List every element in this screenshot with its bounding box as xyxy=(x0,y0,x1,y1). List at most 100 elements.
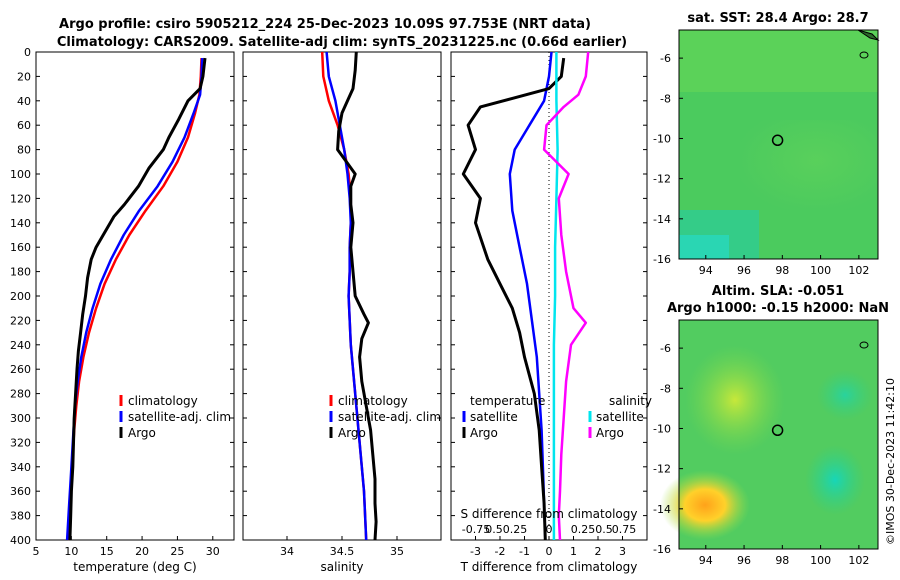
depth-tick-label: 380 xyxy=(10,510,31,523)
x-tick-label: 30 xyxy=(206,545,220,558)
sst-axes: 94 96 98 100 102 -6 -8 -10 -12 -14 -16 xyxy=(653,52,869,277)
argo-line xyxy=(68,57,207,541)
climatology-line xyxy=(320,51,368,541)
x-tick-label: 3 xyxy=(619,545,626,558)
argo-line xyxy=(336,51,378,541)
map-x-tick-label: 96 xyxy=(737,264,751,277)
x-tick-label: 2 xyxy=(595,545,602,558)
salinity-diff-tick-label: 0.25 xyxy=(571,523,596,536)
map-x-tick-label: 94 xyxy=(699,264,713,277)
x-tick-label: 1 xyxy=(570,545,577,558)
salinity-diff-tick-label: 0.5 xyxy=(485,523,503,536)
difference-top-ticks: -0.750.5 0.25 0 0.25 0.5 0.75 xyxy=(462,523,636,536)
salinity-argo-line xyxy=(542,51,590,541)
x-tick-label: 15 xyxy=(100,545,114,558)
x-tick-label: 34.5 xyxy=(330,545,355,558)
sst-map-title: sat. SST: 28.4 Argo: 28.7 xyxy=(687,11,868,26)
depth-tick-label: 240 xyxy=(10,339,31,352)
legend-salinity-title: salinity xyxy=(609,394,652,408)
x-tick-label: -2 xyxy=(495,545,506,558)
difference-top-label: S difference from climatology xyxy=(461,507,638,521)
map-x-tick-label: 94 xyxy=(699,554,713,567)
satellite-adj-clim-line xyxy=(325,51,368,541)
depth-tick-label: 260 xyxy=(10,363,31,376)
salinity-plot-frame xyxy=(242,51,442,541)
salinity-xlabel: salinity xyxy=(320,560,363,574)
sst-band-cool xyxy=(679,235,729,259)
x-tick-label: 35 xyxy=(390,545,404,558)
legend-argo-label: Argo xyxy=(128,426,156,440)
argo-position-marker xyxy=(771,134,784,147)
salinity-satellite-line xyxy=(552,52,559,540)
legend-temp-sat-label: satellite xyxy=(470,410,518,424)
salinity-diff-tick-label: 0 xyxy=(546,523,553,536)
legend-sat-label: satellite-adj. clim xyxy=(128,410,231,424)
x-tick-label: 0 xyxy=(546,545,553,558)
depth-tick-label: 200 xyxy=(10,290,31,303)
map-x-tick-label: 96 xyxy=(737,554,751,567)
imos-watermark: ©IMOS 30-Dec-2023 11:42:10 xyxy=(884,378,897,545)
legend-sal-argo-label: Argo xyxy=(596,426,624,440)
depth-tick-label: 180 xyxy=(10,266,31,279)
sst-patch xyxy=(740,120,878,210)
temperature-xlabel: temperature (deg C) xyxy=(73,560,196,574)
depth-tick-label: 320 xyxy=(10,436,31,449)
map-x-tick-label: 98 xyxy=(775,264,789,277)
depth-tick-label: 340 xyxy=(10,461,31,474)
depth-tick-label: 360 xyxy=(10,485,31,498)
salinity-diff-tick-label: 0.25 xyxy=(503,523,528,536)
temperature-plot-frame xyxy=(35,51,235,541)
map-x-tick-label: 102 xyxy=(848,264,869,277)
map-y-tick-label: -16 xyxy=(653,543,671,556)
temperature-argo-line xyxy=(461,57,566,541)
map-x-tick-label: 102 xyxy=(848,554,869,567)
temperature-chart: 5 10 15 20 25 30 xyxy=(33,57,220,558)
map-y-tick-label: -10 xyxy=(653,132,671,145)
salinity-diff-tick-label: -0.75 xyxy=(462,523,490,536)
legend-sal-sat-label: satellite xyxy=(596,410,644,424)
legend-argo-label: Argo xyxy=(338,426,366,440)
legend-clim-label: climatology xyxy=(338,394,408,408)
temperature-legend: climatology satellite-adj. clim Argo xyxy=(119,394,231,440)
island-outline xyxy=(859,341,869,349)
sla-cool-blob xyxy=(805,445,865,515)
salinity-legend: climatology satellite-adj. clim Argo xyxy=(329,394,441,440)
depth-tick-label: 0 xyxy=(24,46,31,59)
difference-chart: -3 -2 -1 0 1 2 3 xyxy=(461,51,626,558)
sla-map-title-2: Argo h1000: -0.15 h2000: NaN xyxy=(667,301,889,316)
x-tick-label: 10 xyxy=(64,545,78,558)
depth-tick-label: 80 xyxy=(17,144,31,157)
temperature-satellite-line xyxy=(508,51,553,541)
map-x-tick-label: 100 xyxy=(810,264,831,277)
depth-tick-label: 20 xyxy=(17,70,31,83)
sst-band-north xyxy=(679,30,878,92)
map-y-tick-label: -12 xyxy=(653,173,671,186)
sst-map: sat. SST: 28.4 Argo: 28.7 94 96 98 100 102 -6… xyxy=(653,11,880,277)
salinity-diff-tick-label: 0.75 xyxy=(612,523,637,536)
salinity-chart: 34 34.5 35 xyxy=(280,51,404,558)
salinity-diff-tick-label: 0.5 xyxy=(595,523,613,536)
sst-coastline xyxy=(857,29,880,41)
legend-clim-label: climatology xyxy=(128,394,198,408)
satellite-adj-clim-line xyxy=(65,58,204,541)
depth-tick-label: 60 xyxy=(17,119,31,132)
map-y-tick-label: -16 xyxy=(653,253,671,266)
map-y-tick-label: -8 xyxy=(660,92,671,105)
header-line2: Climatology: CARS2009. Satellite-adj cli… xyxy=(57,35,627,50)
legend-temperature-title: temperature xyxy=(470,394,545,408)
map-x-tick-label: 100 xyxy=(810,554,831,567)
sla-axes: 94 96 98 100 102 -6 -8 -10 -12 -14 -16 xyxy=(653,342,869,567)
map-y-tick-label: -14 xyxy=(653,213,671,226)
depth-tick-label: 140 xyxy=(10,217,31,230)
sla-frame xyxy=(678,319,879,550)
map-y-tick-label: -10 xyxy=(653,422,671,435)
x-tick-label: -3 xyxy=(470,545,481,558)
sla-map: Altim. SLA: -0.051 Argo h1000: -0.15 h20… xyxy=(653,284,889,567)
sst-frame xyxy=(678,29,879,260)
sla-warm-blob xyxy=(660,470,750,540)
map-y-tick-label: -6 xyxy=(660,342,671,355)
x-tick-label: 34 xyxy=(280,545,294,558)
depth-tick-label: 300 xyxy=(10,412,31,425)
map-x-tick-label: 98 xyxy=(775,554,789,567)
